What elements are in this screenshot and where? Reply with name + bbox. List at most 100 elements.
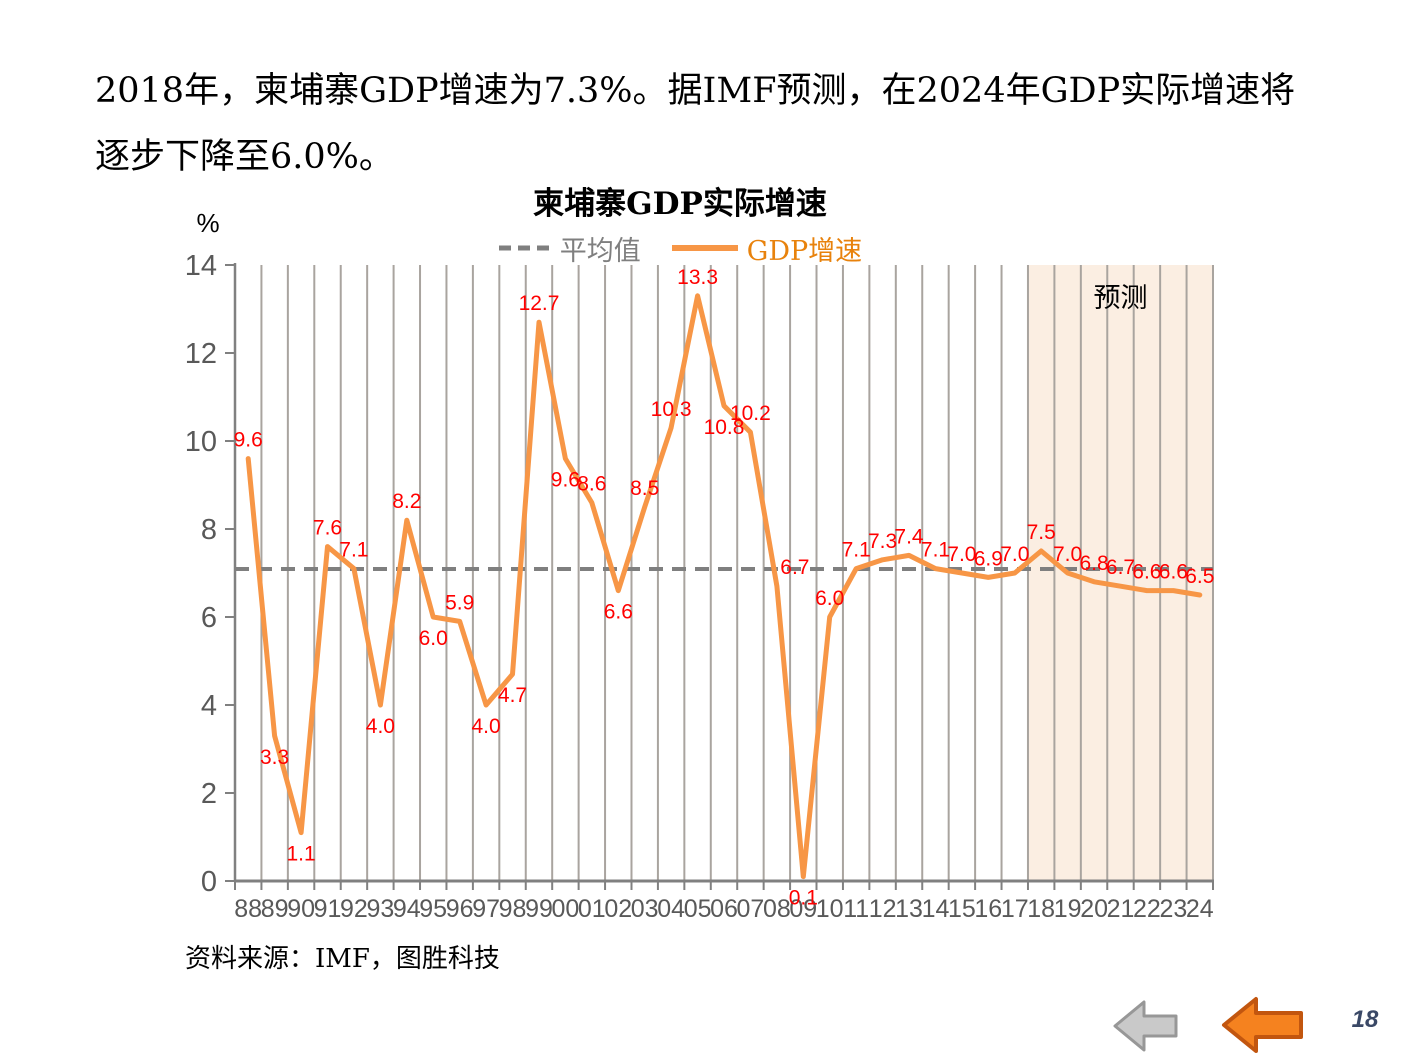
legend-label-gdp: GDP增速 bbox=[746, 235, 863, 267]
svg-text:97: 97 bbox=[472, 895, 500, 923]
svg-text:04: 04 bbox=[657, 895, 685, 923]
svg-text:6.9: 6.9 bbox=[974, 547, 1003, 570]
svg-text:18: 18 bbox=[1027, 895, 1055, 923]
svg-text:7.6: 7.6 bbox=[313, 517, 342, 540]
source-note: 资料来源：IMF，图胜科技 bbox=[185, 944, 500, 974]
data-labels: 9.63.31.17.67.14.08.26.05.94.04.712.79.6… bbox=[234, 266, 1215, 910]
svg-text:6.0: 6.0 bbox=[815, 587, 844, 610]
svg-text:10: 10 bbox=[185, 426, 217, 458]
gdp-line bbox=[245, 293, 1203, 880]
axis-ticks bbox=[225, 264, 1214, 890]
svg-text:7.4: 7.4 bbox=[894, 525, 924, 548]
intro-line-2: 逐步下降至6.0%。 bbox=[95, 137, 394, 177]
svg-text:7.0: 7.0 bbox=[1053, 543, 1082, 566]
svg-text:24: 24 bbox=[1186, 895, 1214, 923]
svg-text:21: 21 bbox=[1107, 895, 1135, 923]
svg-text:94: 94 bbox=[393, 895, 421, 923]
chart-title: 柬埔寨GDP实际增速 bbox=[533, 186, 827, 222]
y-axis-unit-label: % bbox=[196, 208, 220, 238]
svg-text:92: 92 bbox=[340, 895, 368, 923]
svg-text:00: 00 bbox=[551, 895, 579, 923]
svg-text:8.2: 8.2 bbox=[392, 490, 421, 513]
svg-text:7.1: 7.1 bbox=[842, 539, 871, 562]
svg-text:14: 14 bbox=[922, 895, 950, 923]
svg-text:03: 03 bbox=[631, 895, 659, 923]
svg-text:11: 11 bbox=[843, 895, 869, 923]
svg-text:6.7: 6.7 bbox=[780, 556, 809, 579]
svg-text:05: 05 bbox=[684, 895, 712, 923]
svg-text:12: 12 bbox=[185, 338, 217, 370]
svg-text:12.7: 12.7 bbox=[519, 292, 560, 315]
svg-text:12: 12 bbox=[869, 895, 897, 923]
svg-text:8.6: 8.6 bbox=[577, 473, 606, 496]
svg-text:06: 06 bbox=[710, 895, 738, 923]
gdp-solid-line-swatch bbox=[671, 245, 738, 251]
svg-text:07: 07 bbox=[736, 895, 764, 923]
svg-text:7.0: 7.0 bbox=[1000, 543, 1029, 566]
svg-text:08: 08 bbox=[763, 895, 791, 923]
nav-back-arrow[interactable] bbox=[1112, 997, 1180, 1055]
svg-text:20: 20 bbox=[1080, 895, 1108, 923]
svg-text:0: 0 bbox=[201, 866, 217, 898]
svg-text:4.0: 4.0 bbox=[366, 715, 395, 738]
svg-text:8: 8 bbox=[201, 514, 217, 546]
svg-text:2: 2 bbox=[201, 778, 217, 810]
svg-text:9.6: 9.6 bbox=[234, 429, 263, 452]
svg-text:09: 09 bbox=[789, 895, 817, 923]
svg-text:0.1: 0.1 bbox=[789, 887, 818, 910]
svg-text:4: 4 bbox=[201, 690, 217, 722]
svg-text:98: 98 bbox=[499, 895, 527, 923]
svg-text:01: 01 bbox=[578, 895, 606, 923]
svg-text:23: 23 bbox=[1159, 895, 1187, 923]
svg-text:10.3: 10.3 bbox=[651, 398, 692, 421]
forecast-band bbox=[1027, 265, 1213, 881]
legend-label-average: 平均值 bbox=[559, 235, 641, 267]
legend-item-average: 平均值 bbox=[498, 229, 641, 268]
svg-text:6.0: 6.0 bbox=[419, 627, 448, 650]
intro-line-1: 2018年，柬埔寨GDP增速为7.3%。据IMF预测，在2024年GDP实际增速… bbox=[95, 71, 1296, 111]
y-axis-labels: 0 2 4 6 8 10 12 14 bbox=[185, 250, 217, 898]
svg-text:6.6: 6.6 bbox=[1132, 561, 1161, 584]
svg-text:6.6: 6.6 bbox=[1159, 561, 1188, 584]
svg-text:91: 91 bbox=[314, 895, 342, 923]
svg-text:4.0: 4.0 bbox=[471, 715, 500, 738]
svg-text:10.8: 10.8 bbox=[704, 416, 745, 439]
svg-text:96: 96 bbox=[446, 895, 474, 923]
svg-text:6.6: 6.6 bbox=[604, 601, 633, 624]
svg-text:19: 19 bbox=[1054, 895, 1082, 923]
svg-text:6: 6 bbox=[201, 602, 217, 634]
svg-text:9.6: 9.6 bbox=[551, 469, 580, 492]
svg-text:22: 22 bbox=[1133, 895, 1161, 923]
svg-text:1.1: 1.1 bbox=[286, 843, 315, 866]
svg-text:95: 95 bbox=[419, 895, 447, 923]
svg-text:6.8: 6.8 bbox=[1079, 552, 1108, 575]
svg-text:7.3: 7.3 bbox=[868, 530, 897, 553]
svg-text:7.5: 7.5 bbox=[1027, 521, 1056, 544]
forecast-label: 预测 bbox=[1093, 283, 1148, 314]
svg-text:10: 10 bbox=[816, 895, 844, 923]
svg-text:6.7: 6.7 bbox=[1106, 556, 1135, 579]
svg-text:99: 99 bbox=[525, 895, 553, 923]
legend-item-gdp: GDP增速 bbox=[671, 229, 862, 268]
svg-text:90: 90 bbox=[287, 895, 315, 923]
svg-text:13: 13 bbox=[895, 895, 923, 923]
chart-legend: 平均值 GDP增速 bbox=[235, 229, 1125, 268]
svg-text:02: 02 bbox=[604, 895, 632, 923]
svg-text:5.9: 5.9 bbox=[445, 591, 474, 614]
svg-text:88: 88 bbox=[234, 895, 262, 923]
svg-text:89: 89 bbox=[261, 895, 289, 923]
svg-text:3.3: 3.3 bbox=[260, 746, 289, 769]
x-axis-labels: 8889909192939495969798990001020304050607… bbox=[234, 895, 1214, 923]
svg-text:4.7: 4.7 bbox=[498, 684, 527, 707]
average-dashed-line-swatch bbox=[498, 245, 551, 251]
svg-text:16: 16 bbox=[974, 895, 1002, 923]
svg-text:13.3: 13.3 bbox=[677, 266, 718, 289]
svg-text:8.5: 8.5 bbox=[630, 477, 659, 500]
svg-text:7.1: 7.1 bbox=[339, 539, 368, 562]
svg-text:7.0: 7.0 bbox=[947, 543, 976, 566]
nav-forward-arrow[interactable] bbox=[1220, 995, 1306, 1055]
svg-text:14: 14 bbox=[185, 250, 217, 282]
intro-text: 2018年，柬埔寨GDP增速为7.3%。据IMF预测，在2024年GDP实际增速… bbox=[95, 58, 1335, 190]
